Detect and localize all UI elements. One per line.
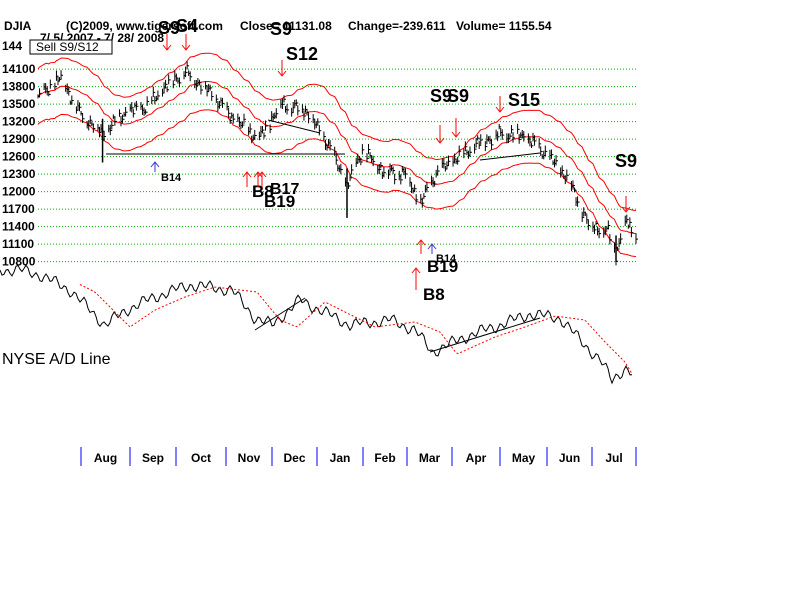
sell-arrow-head: [162, 44, 172, 51]
y-tick-label: 12900: [2, 132, 36, 146]
month-axis: Aug Sep Oct Nov Dec Jan Feb Mar Apr May Jun Jul: [80, 447, 637, 466]
header-change: Change=-239.611: [348, 19, 446, 33]
signal-label: S9: [447, 86, 469, 106]
signal-box: [29, 39, 113, 55]
signal-label: S12: [286, 44, 318, 64]
header-volume: Volume= 1155.54: [456, 19, 552, 33]
month-label: Aug: [94, 451, 117, 465]
month-label: May: [512, 451, 536, 465]
y-tick-label: 13200: [2, 115, 36, 129]
y-tick-label: 12000: [2, 185, 36, 199]
buy-arrow-head: [253, 171, 263, 178]
y-tick-label: 13800: [2, 80, 36, 94]
month-label: Oct: [191, 451, 211, 465]
month-label: Jun: [559, 451, 580, 465]
signal-label: S15: [508, 90, 540, 110]
header-symbol: DJIA: [4, 19, 32, 33]
y-tick-label: 13500: [2, 97, 36, 111]
buy-arrow-head: [427, 243, 437, 250]
buy-arrow-head: [416, 239, 426, 246]
sell-arrow-head: [451, 131, 461, 138]
buy-arrow-head: [257, 171, 267, 178]
price-grid: [38, 68, 636, 263]
signal-label: B17: [270, 181, 299, 198]
signal-box-label: Sell S9/S12: [36, 40, 99, 54]
indicator-label: NYSE A/D Line: [2, 351, 111, 368]
price-bars: [37, 61, 638, 266]
signal-label: S9: [615, 151, 637, 171]
y-tick-label: 12300: [2, 167, 36, 181]
sell-arrow-head: [435, 137, 445, 144]
signal-label: B8: [252, 182, 274, 201]
trend-lines: [106, 119, 541, 161]
signal-label: B19: [427, 257, 458, 276]
buy-arrow-head: [411, 267, 421, 274]
ad-trend-line: [254, 297, 306, 331]
month-label: Jul: [605, 451, 622, 465]
sell-arrow-head: [181, 44, 191, 51]
signal-label: S9: [270, 19, 292, 39]
signal-label: S9: [158, 18, 180, 38]
buy-arrow-head: [242, 171, 252, 178]
ad-line: [0, 264, 633, 385]
month-label: Sep: [142, 451, 164, 465]
month-label: Mar: [419, 451, 441, 465]
signal-label: S9: [430, 86, 452, 106]
buy-arrow-head: [150, 161, 160, 168]
y-axis-ticks: 10800 11100 11400 11700 12000 12300 12600 12900…: [2, 62, 36, 269]
header-copyright: (C)2009, www.tigersoft.com: [66, 19, 223, 33]
trend-line: [267, 119, 321, 134]
upper-band: [37, 52, 637, 212]
signal-label: B14: [436, 253, 457, 265]
y-tick-label: 11100: [2, 237, 34, 251]
lower-band: [37, 109, 637, 258]
y-tick-label: 14100: [2, 62, 36, 76]
ad-trend-line: [429, 317, 541, 353]
sell-arrow-head: [621, 206, 631, 213]
sell-arrow-head: [277, 70, 287, 77]
y-tick-label: 10800: [2, 255, 36, 269]
month-label: Dec: [283, 451, 305, 465]
month-label: Jan: [330, 451, 351, 465]
header-close: Close= 11131.08: [240, 19, 332, 33]
trend-line: [479, 152, 541, 161]
ad-moving-average: [79, 284, 633, 374]
price-bands: [37, 52, 637, 258]
signal-label: B8: [423, 285, 445, 304]
signal-label: B14: [161, 172, 182, 184]
month-label: Apr: [466, 451, 487, 465]
signal-label: S4: [176, 16, 198, 36]
sell-arrow-head: [495, 106, 505, 113]
y-tick-label: 12600: [2, 150, 36, 164]
signal-label: B19: [264, 192, 295, 211]
month-label: Feb: [374, 451, 395, 465]
y-tick-label: 11400: [2, 220, 35, 234]
month-label: Nov: [238, 451, 261, 465]
top-tick-partial: 144: [2, 39, 22, 53]
y-tick-label: 11700: [2, 202, 35, 216]
ad-line-panel: [0, 264, 633, 385]
middle-band: [37, 81, 637, 235]
